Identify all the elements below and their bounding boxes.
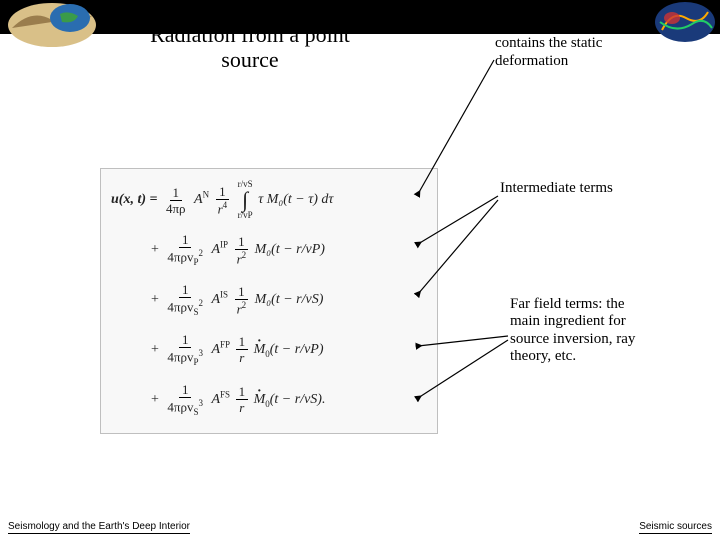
eq-lhs: u(x, t) =	[111, 192, 157, 207]
footer-left: Seismology and the Earth's Deep Interior	[8, 521, 190, 534]
footer-right: Seismic sources	[639, 521, 712, 534]
equation-line-2: + 14πρvP2 AIP 1r2 M₀(t − r/vP)	[111, 225, 427, 275]
equation-line-4: + 14πρvP3 AFP 1r M0(t − r/vP)	[111, 325, 427, 375]
annotation-intermediate: Intermediate terms	[500, 180, 640, 197]
equation-line-1: u(x, t) = 14πρ AN 1r4 r/vS∫r/vP τ M₀(t −…	[111, 175, 427, 225]
slide-title: Radiation from a point source	[120, 22, 380, 73]
logo-left	[2, 0, 102, 50]
annotation-far-field: Far field terms: the main ingredient for…	[510, 296, 640, 365]
logo-right	[652, 0, 718, 44]
equation-line-3: + 14πρvS2 AIS 1r2 M₀(t − r/vS)	[111, 275, 427, 325]
equation-box: u(x, t) = 14πρ AN 1r4 r/vS∫r/vP τ M₀(t −…	[100, 168, 438, 434]
equation-line-5: + 14πρvS3 AFS 1r M0(t − r/vS).	[111, 375, 427, 425]
annotation-near-field: Near field term contains the static defo…	[495, 18, 615, 70]
